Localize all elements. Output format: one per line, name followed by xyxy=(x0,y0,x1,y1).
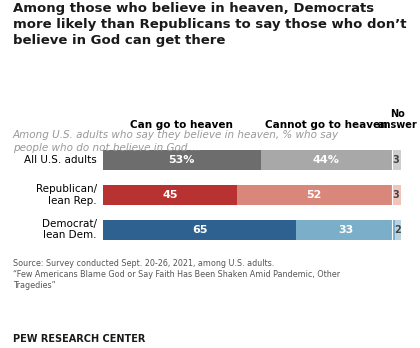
Text: All U.S. adults: All U.S. adults xyxy=(24,155,97,165)
Text: Among U.S. adults who say they believe in heaven, % who say
people who do not be: Among U.S. adults who say they believe i… xyxy=(13,130,339,153)
Bar xyxy=(103,150,261,170)
Bar xyxy=(391,150,401,170)
Text: Can go to heaven: Can go to heaven xyxy=(130,120,233,130)
Text: Republican/
lean Rep.: Republican/ lean Rep. xyxy=(36,184,97,206)
Bar xyxy=(395,220,401,240)
Text: 65: 65 xyxy=(192,225,207,235)
Text: 44%: 44% xyxy=(313,155,340,165)
Text: 53%: 53% xyxy=(168,155,195,165)
Text: 33: 33 xyxy=(338,225,353,235)
Text: 3: 3 xyxy=(393,190,399,200)
Bar xyxy=(237,185,391,205)
Text: 3: 3 xyxy=(393,155,399,165)
Bar xyxy=(261,150,391,170)
Text: Democrat/
lean Dem.: Democrat/ lean Dem. xyxy=(42,219,97,240)
Text: PEW RESEARCH CENTER: PEW RESEARCH CENTER xyxy=(13,334,145,344)
Text: No
answer: No answer xyxy=(378,109,417,130)
Bar xyxy=(103,185,237,205)
Text: 52: 52 xyxy=(307,190,322,200)
Text: Source: Survey conducted Sept. 20-26, 2021, among U.S. adults.
“Few Americans Bl: Source: Survey conducted Sept. 20-26, 20… xyxy=(13,259,340,291)
Bar xyxy=(297,220,395,240)
Text: Among those who believe in heaven, Democrats
more likely than Republicans to say: Among those who believe in heaven, Democ… xyxy=(13,2,406,47)
Text: 2: 2 xyxy=(394,225,401,235)
Text: Cannot go to heaven: Cannot go to heaven xyxy=(265,120,387,130)
Text: 45: 45 xyxy=(162,190,178,200)
Bar xyxy=(103,220,297,240)
Bar xyxy=(391,185,401,205)
